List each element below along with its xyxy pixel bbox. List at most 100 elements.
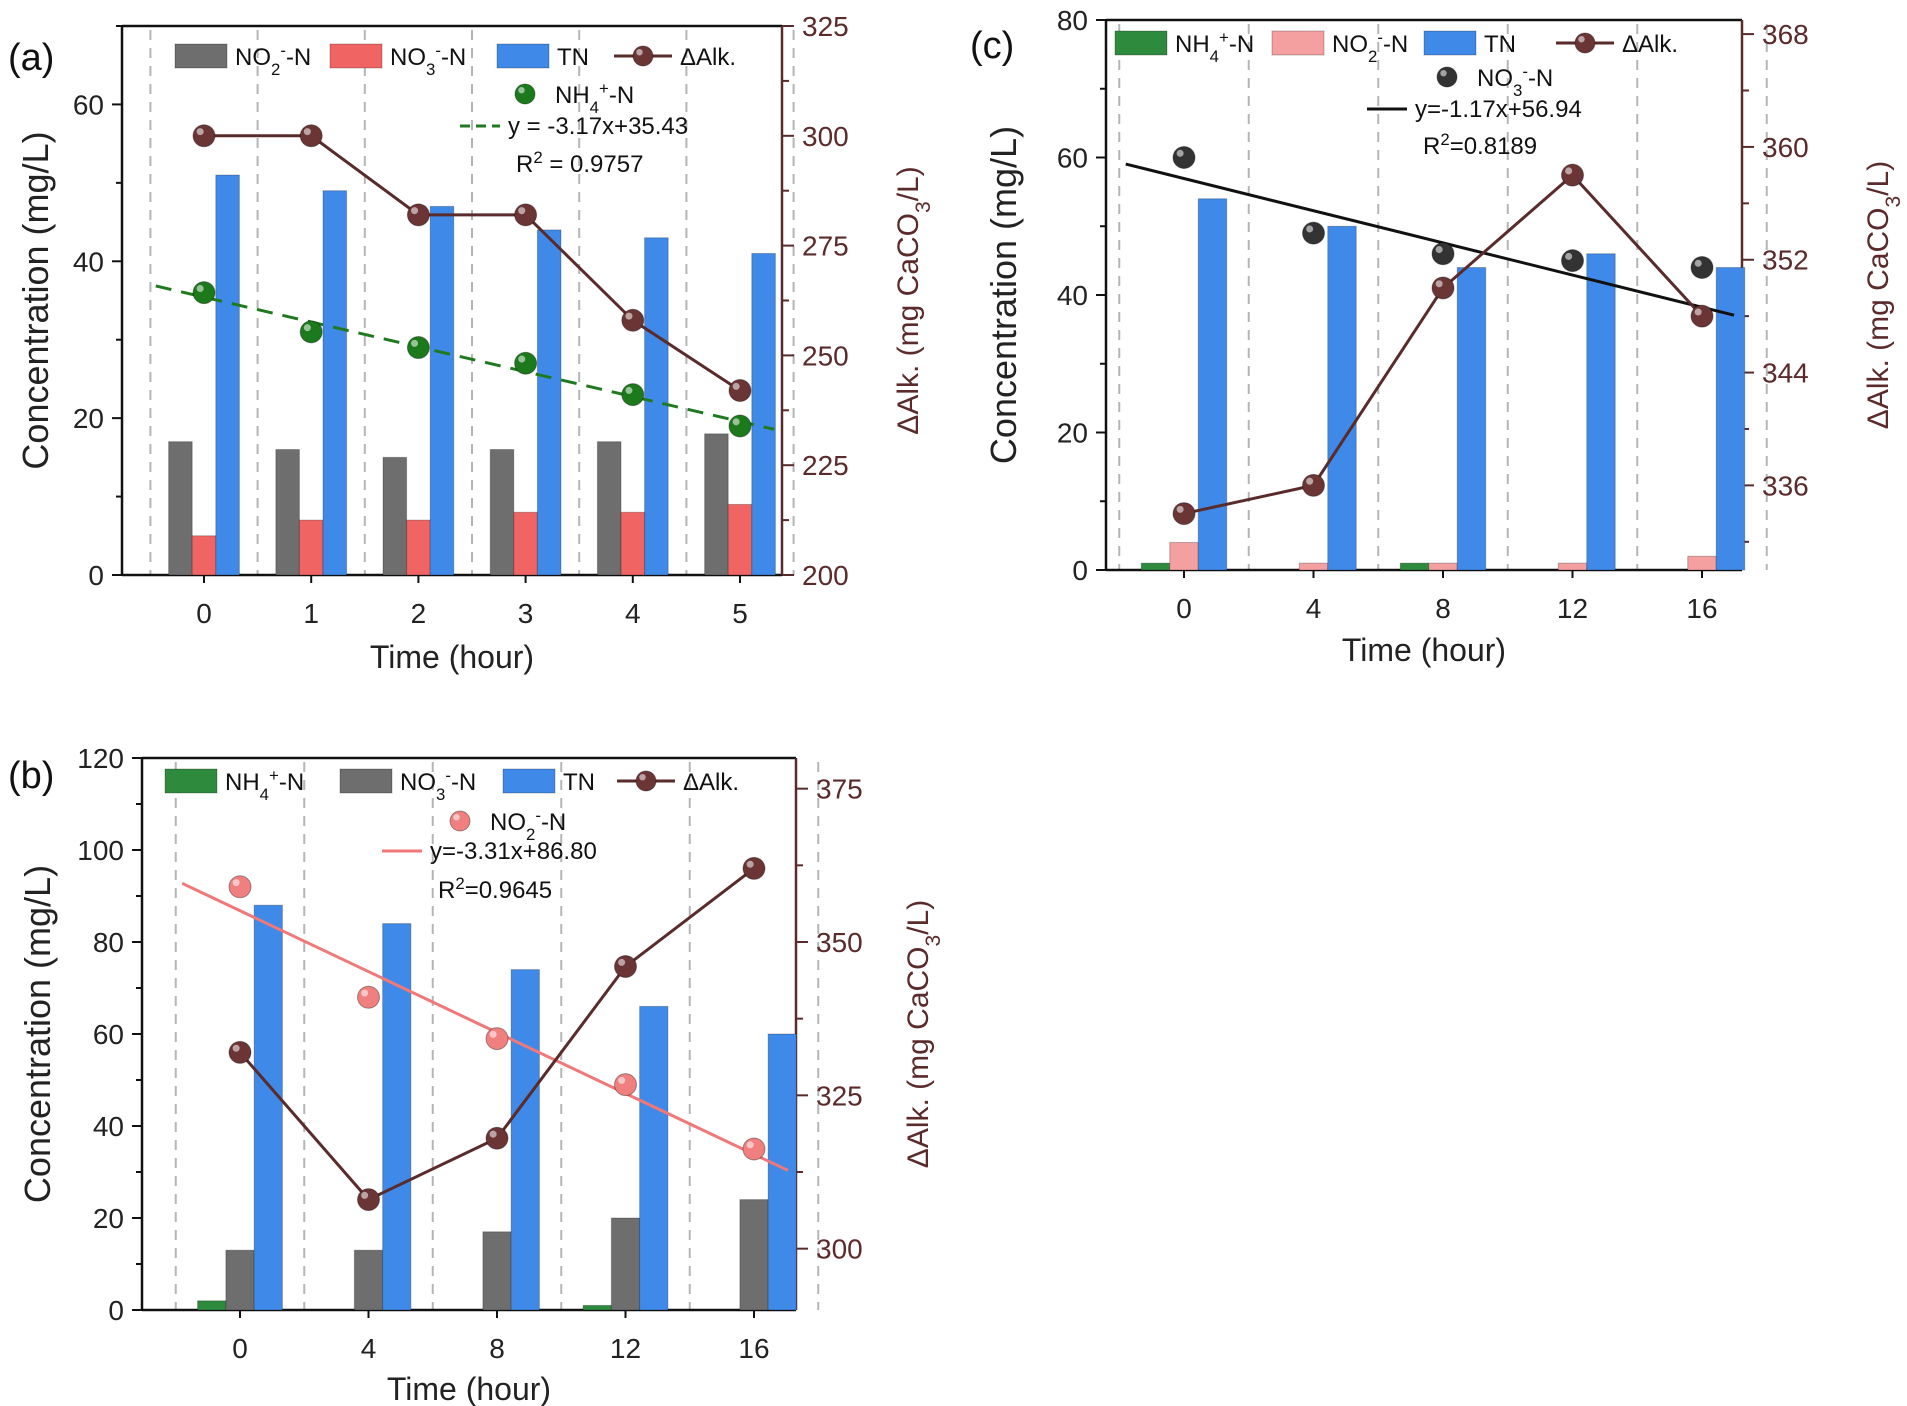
panel-a-bar-tn-5 bbox=[751, 252, 776, 576]
panel-b-legend-alk-marker bbox=[635, 770, 657, 792]
panel-c-legend-scatter-label: NO3--N bbox=[1477, 62, 1553, 100]
panel-b-bar-no3n-12 bbox=[610, 1217, 641, 1311]
panel-c-x-tick-label: 0 bbox=[1176, 593, 1192, 624]
panel-c-legend-scatter-marker-body bbox=[1436, 66, 1458, 88]
panel-b-x-axis-label: Time (hour) bbox=[387, 1371, 551, 1406]
panel-c-alk-point-16-body bbox=[1690, 304, 1714, 328]
panel-a-alk-point-0 bbox=[192, 124, 216, 148]
panel-b-legend-alk-marker-body bbox=[635, 770, 657, 792]
panel-a-alk-point-3 bbox=[514, 203, 538, 227]
panel-a-y-tick-label: 40 bbox=[73, 246, 104, 277]
panel-c-scatter-point-16-body bbox=[1690, 256, 1714, 279]
panel-c-y2-axis-label: ΔAlk. (mg CaCO3/L) bbox=[1862, 161, 1905, 429]
panel-a-legend-alk-marker-highlight bbox=[636, 49, 643, 56]
panel-a-bar-no2n-3 bbox=[489, 449, 515, 576]
panel-c-alk-point-8-body bbox=[1431, 276, 1455, 300]
panel-b-legend-alk-label: ΔAlk. bbox=[683, 769, 739, 796]
panel-a-legend-label: NO3--N bbox=[390, 41, 466, 79]
panel-c-legend-alk-label: ΔAlk. bbox=[1622, 31, 1678, 58]
panel-c-legend-scatter-marker bbox=[1436, 66, 1458, 88]
panel-a-scatter-point-0 bbox=[192, 281, 216, 305]
panel-a-alk-point-4-highlight bbox=[625, 312, 633, 320]
panel-a-fit-r2: R2 = 0.9757 bbox=[516, 148, 643, 179]
panel-c-x-tick-label: 16 bbox=[1686, 593, 1717, 624]
panel-b-bar-tn-12 bbox=[639, 1005, 669, 1311]
panel-c-legend-alk-marker-highlight bbox=[1578, 36, 1585, 43]
panel-b-scatter-point-4 bbox=[357, 985, 380, 1009]
panel-b-bar-nh4n-12 bbox=[582, 1304, 612, 1311]
panel-c-bar-no2n-4 bbox=[1298, 562, 1329, 571]
panel-b-alk-point-8-body bbox=[485, 1126, 509, 1150]
panel-b-legend-scatter-marker bbox=[449, 810, 471, 832]
panel-a-y2-tick-label: 250 bbox=[802, 340, 849, 371]
panel-c-alk-point-16 bbox=[1690, 304, 1714, 328]
panel-b-bar-no3n-4 bbox=[353, 1249, 384, 1311]
panel-b-legend-label: TN bbox=[563, 769, 595, 796]
panel-c-legend-label: TN bbox=[1484, 31, 1516, 58]
panel-c-legend-swatch bbox=[1114, 30, 1168, 56]
panel-c-bar-tn-8 bbox=[1456, 267, 1487, 571]
panel-c-y2-tick-label: 344 bbox=[1762, 358, 1809, 389]
panel-c-alk-point-0 bbox=[1172, 502, 1196, 526]
panel-b-y-tick-label: 60 bbox=[93, 1019, 124, 1050]
panel-a-alk-point-3-body bbox=[514, 203, 538, 227]
panel-b-scatter-point-4-highlight bbox=[361, 989, 369, 997]
panel-a-legend-alk-label: ΔAlk. bbox=[680, 44, 736, 71]
panel-b-bar-tn-16 bbox=[767, 1033, 797, 1311]
panel-a-fit-line bbox=[155, 284, 775, 431]
panel-c-scatter-point-8 bbox=[1431, 242, 1455, 266]
panel-b-y2-tick-label: 300 bbox=[816, 1234, 863, 1265]
panel-c-legend-alk-marker-body bbox=[1574, 32, 1596, 54]
panel-a-scatter-point-3-highlight bbox=[518, 355, 526, 363]
panel-c-alk-line bbox=[1183, 173, 1704, 516]
panel-c-bar-tn-0 bbox=[1197, 198, 1228, 571]
panel-c-scatter-point-12-body bbox=[1561, 249, 1584, 273]
panel-c-x-tick-label: 8 bbox=[1435, 593, 1451, 624]
panel-a-scatter-point-4-body bbox=[621, 383, 645, 407]
panel-a-scatter-point-2-highlight bbox=[411, 339, 419, 347]
panel-c-bar-no2n-0 bbox=[1169, 542, 1199, 571]
panel-a-alk-point-1-body bbox=[299, 124, 323, 148]
panel-b-alk-point-12 bbox=[614, 955, 637, 979]
panel-c-alk-point-0-body bbox=[1172, 502, 1196, 526]
panel-a-legend-alk-marker bbox=[632, 45, 654, 67]
panel-b-y-axis-label: Concentration (mg/L) bbox=[17, 865, 58, 1203]
panel-a-legend-alk-marker-body bbox=[632, 45, 654, 67]
panel-a-bar-no3n-2 bbox=[406, 519, 431, 576]
panel-b-fit-r2: R2=0.9645 bbox=[438, 874, 552, 905]
panel-a-bar-no2n-4 bbox=[596, 441, 622, 576]
panel-c-label: (c) bbox=[970, 25, 1014, 67]
panel-a-scatter-point-3 bbox=[514, 351, 538, 375]
panel-c-alk-point-12-body bbox=[1561, 163, 1584, 187]
panel-b-y-tick-label: 80 bbox=[93, 927, 124, 958]
panel-a-scatter-point-2 bbox=[406, 336, 430, 360]
panel-c-y-tick-label: 80 bbox=[1057, 5, 1088, 36]
panel-c-legend-label: NH4+-N bbox=[1175, 28, 1254, 66]
panel-c-bar-tn-4 bbox=[1327, 225, 1357, 571]
panel-b-scatter-point-12 bbox=[614, 1073, 637, 1097]
panel-b-legend-scatter-marker-highlight bbox=[453, 814, 460, 821]
panel-b-alk-point-8 bbox=[485, 1126, 509, 1150]
panel-b-legend-swatch bbox=[164, 768, 218, 794]
panel-a-alk-point-0-body bbox=[192, 124, 216, 148]
panel-a-bar-no3n-1 bbox=[298, 519, 324, 576]
panel-a-bar-no2n-1 bbox=[275, 449, 300, 576]
panel-b-y2-tick-label: 350 bbox=[816, 927, 863, 958]
panel-c-x-axis-label: Time (hour) bbox=[1342, 632, 1506, 668]
panel-a-bar-no2n-0 bbox=[168, 441, 193, 576]
panel-a-scatter-point-0-body bbox=[192, 281, 216, 305]
panel-b-legend-scatter-label: NO2--N bbox=[490, 806, 566, 844]
panel-b-scatter-point-8 bbox=[485, 1027, 509, 1051]
panel-b-x-tick-label: 4 bbox=[361, 1333, 377, 1364]
panel-b-legend-label: NH4+-N bbox=[225, 766, 304, 804]
panel-b-alk-point-8-highlight bbox=[489, 1130, 497, 1138]
panel-b-x-tick-label: 16 bbox=[738, 1333, 769, 1364]
panel-a-alk-point-5-highlight bbox=[732, 382, 740, 390]
panel-c-fit-r2: R2=0.8189 bbox=[1423, 130, 1537, 161]
panel-a-scatter-point-0-highlight bbox=[196, 284, 204, 292]
panel-a-fit-equation: y = -3.17x+35.43 bbox=[508, 113, 688, 140]
panel-c-scatter-point-0 bbox=[1172, 146, 1196, 169]
panel-a-scatter-point-2-body bbox=[406, 336, 430, 360]
panel-c-legend-label: NO2--N bbox=[1332, 28, 1408, 66]
